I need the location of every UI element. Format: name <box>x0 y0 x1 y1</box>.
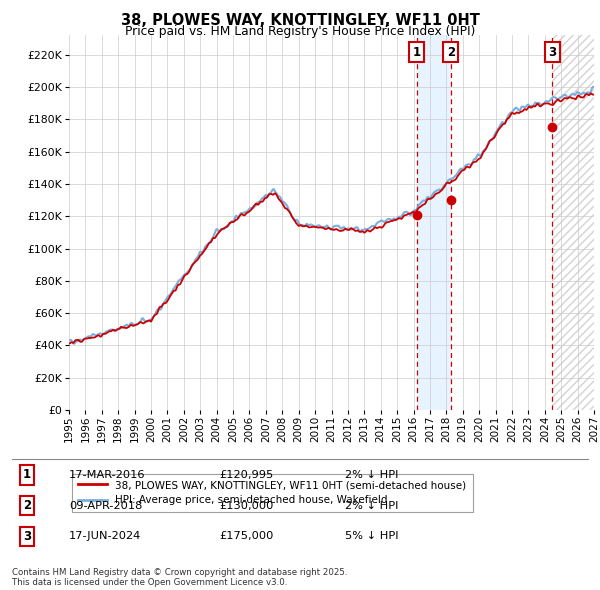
Text: 1: 1 <box>23 468 31 481</box>
Text: 2% ↓ HPI: 2% ↓ HPI <box>345 470 398 480</box>
Text: £120,995: £120,995 <box>219 470 273 480</box>
Bar <box>553 35 594 410</box>
Text: £130,000: £130,000 <box>219 501 274 510</box>
Text: Contains HM Land Registry data © Crown copyright and database right 2025.
This d: Contains HM Land Registry data © Crown c… <box>12 568 347 587</box>
Text: 2% ↓ HPI: 2% ↓ HPI <box>345 501 398 510</box>
Text: 5% ↓ HPI: 5% ↓ HPI <box>345 532 398 541</box>
Text: 2: 2 <box>447 46 455 59</box>
Text: 17-MAR-2016: 17-MAR-2016 <box>69 470 146 480</box>
Text: 38, PLOWES WAY, KNOTTINGLEY, WF11 0HT: 38, PLOWES WAY, KNOTTINGLEY, WF11 0HT <box>121 13 479 28</box>
Text: 1: 1 <box>413 46 421 59</box>
Text: 3: 3 <box>548 46 556 59</box>
Text: 2: 2 <box>23 499 31 512</box>
Text: 3: 3 <box>23 530 31 543</box>
Text: 09-APR-2018: 09-APR-2018 <box>69 501 142 510</box>
Text: £175,000: £175,000 <box>219 532 274 541</box>
Bar <box>417 35 451 410</box>
Text: 17-JUN-2024: 17-JUN-2024 <box>69 532 141 541</box>
Bar <box>553 35 594 410</box>
Legend: 38, PLOWES WAY, KNOTTINGLEY, WF11 0HT (semi-detached house), HPI: Average price,: 38, PLOWES WAY, KNOTTINGLEY, WF11 0HT (s… <box>71 474 473 512</box>
Text: Price paid vs. HM Land Registry's House Price Index (HPI): Price paid vs. HM Land Registry's House … <box>125 25 475 38</box>
